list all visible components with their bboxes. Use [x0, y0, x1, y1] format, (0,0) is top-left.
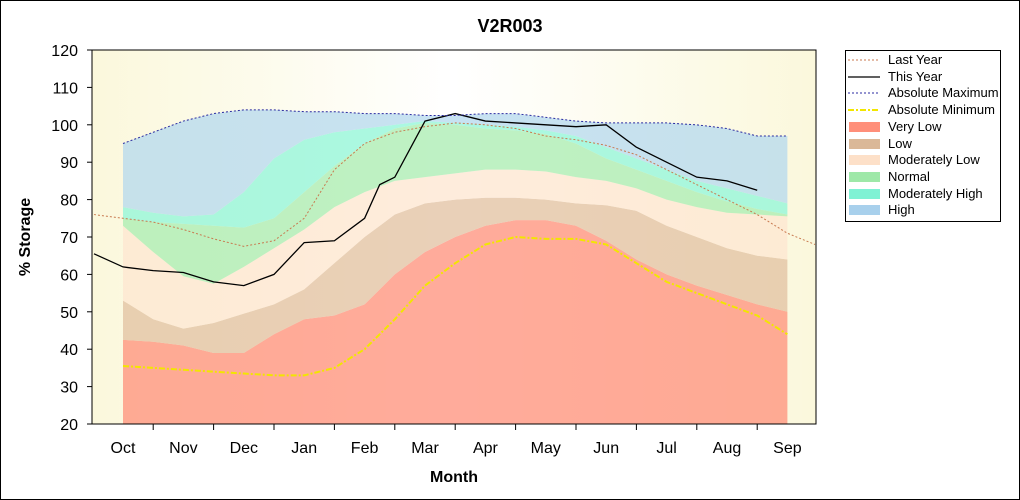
x-tick-label-sep: Sep	[773, 440, 802, 457]
chart-legend: Last Year This Year Absolute Maximum Absolu…	[845, 50, 1001, 222]
legend-item-low: Low	[846, 136, 1000, 152]
legend-item-moderately-low: Moderately Low	[846, 152, 1000, 168]
legend-label: High	[888, 202, 915, 218]
legend-swatch	[849, 171, 880, 182]
y-tick-label: 120	[51, 43, 78, 60]
x-tick-label-jun: Jun	[593, 440, 619, 457]
legend-item-very-low: Very Low	[846, 119, 1000, 135]
legend-swatch	[848, 76, 880, 78]
axes-layer: 20 30 40 50 60 70 80 90 100 110 120 Oct Nov Dec Jan Feb…	[51, 43, 817, 457]
y-tick-label: 70	[60, 230, 78, 247]
y-tick-label: 40	[60, 342, 78, 359]
legend-swatch	[849, 205, 880, 216]
band-very-low	[123, 220, 788, 424]
y-tick-label: 100	[51, 118, 78, 135]
band-moderately-high	[123, 121, 788, 228]
band-normal	[123, 122, 788, 284]
x-axis-title: Month	[430, 469, 478, 486]
legend-label: Moderately High	[888, 185, 983, 201]
x-tick-label-nov: Nov	[169, 440, 197, 457]
legend-item-absolute-minimum: Absolute Minimum	[846, 102, 1000, 118]
series-line-absolute-minimum	[122, 235, 788, 377]
y-tick-label: 80	[60, 193, 78, 210]
legend-swatch	[848, 59, 880, 61]
legend-item-high: High	[846, 202, 1000, 218]
legend-swatch	[848, 109, 880, 112]
legend-label: Very Low	[888, 118, 942, 134]
series-line-absolute-maximum	[122, 109, 788, 144]
chart-title: V2R003	[477, 16, 542, 36]
legend-label: Absolute Minimum	[888, 102, 995, 118]
legend-swatch	[849, 121, 880, 132]
legend-label: Moderately Low	[888, 152, 980, 168]
x-tick-label-apr: Apr	[473, 440, 499, 457]
legend-swatch	[849, 188, 880, 199]
band-low	[123, 197, 788, 353]
legend-label: Low	[888, 135, 912, 151]
legend-item-this-year: This Year	[846, 69, 1000, 85]
y-tick-label: 30	[60, 380, 78, 397]
legend-label: Absolute Maximum	[888, 85, 999, 101]
legend-swatch	[848, 92, 880, 94]
y-tick-label: 50	[60, 305, 78, 322]
legend-label: Last Year	[888, 52, 943, 67]
legend-item-moderately-high: Moderately High	[846, 186, 1000, 202]
x-tick-label-dec: Dec	[230, 440, 258, 457]
x-tick-label-jan: Jan	[291, 440, 317, 457]
y-tick-label: 20	[60, 417, 78, 434]
x-tick-label-feb: Feb	[351, 440, 379, 457]
series-line-last-year	[93, 122, 816, 247]
legend-label: This Year	[888, 68, 943, 84]
legend-swatch	[849, 138, 880, 149]
band-moderately-low	[123, 169, 788, 329]
legend-item-normal: Normal	[846, 169, 1000, 185]
lines-layer	[93, 109, 816, 377]
x-tick-label-oct: Oct	[111, 440, 136, 457]
y-tick-label: 110	[52, 80, 78, 97]
bands-layer	[123, 109, 788, 424]
series-line-this-year	[93, 112, 758, 287]
legend-swatch	[849, 155, 880, 166]
x-tick-label-aug: Aug	[713, 440, 741, 457]
x-tick-label-may: May	[531, 440, 561, 457]
legend-item-absolute-maximum: Absolute Maximum	[846, 85, 1000, 101]
legend-label: Normal	[888, 168, 930, 184]
y-axis-title: % Storage	[17, 198, 34, 276]
y-tick-label: 60	[60, 267, 78, 284]
x-tick-label-mar: Mar	[411, 440, 439, 457]
legend-item-last-year: Last Year	[846, 52, 1000, 68]
x-tick-label-jul: Jul	[656, 440, 676, 457]
y-tick-label: 90	[60, 155, 78, 172]
